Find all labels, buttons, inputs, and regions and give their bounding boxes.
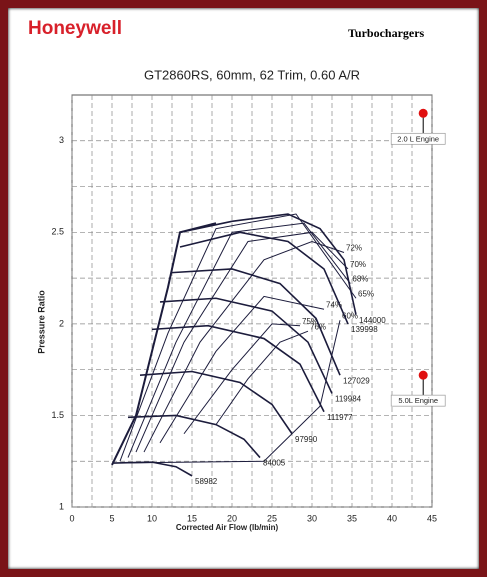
x-tick-label: 20	[227, 513, 237, 523]
efficiency-label: 75%	[302, 317, 318, 326]
chart-title: GT2860RS, 60mm, 62 Trim, 0.60 A/R	[144, 67, 360, 82]
efficiency-line	[135, 231, 349, 453]
efficiency-line	[183, 323, 301, 435]
x-axis-label: Corrected Air Flow (lb/min)	[176, 523, 279, 532]
surge-line	[111, 222, 217, 466]
speed-line	[179, 213, 357, 315]
speed-label: 58982	[195, 477, 218, 486]
x-tick-label: 25	[267, 513, 277, 523]
x-tick-label: 45	[427, 513, 437, 523]
x-tick-label: 35	[347, 513, 357, 523]
x-tick-label: 40	[387, 513, 397, 523]
speed-label: 97990	[295, 435, 318, 444]
efficiency-label: 65%	[358, 289, 374, 298]
speed-line	[151, 324, 325, 413]
y-tick-label: 1.5	[51, 410, 64, 420]
speed-label: 139998	[351, 325, 378, 334]
efficiency-label: 68%	[352, 275, 368, 284]
x-tick-label: 5	[109, 513, 114, 523]
x-tick-label: 15	[187, 513, 197, 523]
speed-label: 127029	[343, 376, 370, 385]
speed-line	[179, 231, 349, 325]
engine-label: 2.0 L Engine	[397, 134, 439, 143]
speed-label: 111977	[327, 413, 353, 422]
speed-label: 144000	[359, 316, 386, 325]
efficiency-line	[127, 222, 351, 458]
speed-line	[139, 370, 293, 435]
efficiency-line	[215, 330, 309, 425]
speed-line	[113, 461, 193, 477]
y-tick-label: 3	[59, 135, 64, 145]
y-tick-label: 2	[59, 318, 64, 328]
section-title: Turbochargers	[348, 26, 425, 40]
x-tick-label: 30	[307, 513, 317, 523]
y-tick-label: 1	[59, 501, 64, 511]
x-tick-label: 0	[69, 513, 74, 523]
speed-line	[127, 414, 261, 459]
efficiency-label: 74%	[326, 300, 342, 309]
speed-line	[159, 297, 333, 394]
speed-label: 119984	[335, 395, 362, 404]
engine-point	[418, 108, 428, 118]
efficiency-line	[159, 295, 325, 444]
efficiency-label: 76%	[310, 322, 326, 331]
efficiency-line	[143, 240, 345, 453]
speed-line	[171, 268, 341, 376]
x-tick-label: 10	[147, 513, 157, 523]
efficiency-label: 70%	[350, 260, 366, 269]
engine-box	[390, 394, 446, 407]
speed-label: 84005	[263, 459, 286, 468]
y-tick-label: 2.5	[51, 227, 64, 237]
engine-point	[418, 370, 428, 380]
y-axis-label: Pressure Ratio	[36, 290, 46, 354]
efficiency-label: 72%	[346, 244, 362, 253]
brand: Honeywell	[28, 18, 122, 39]
engine-label: 5.0L Engine	[398, 396, 438, 405]
engine-box	[390, 132, 446, 145]
efficiency-line	[119, 213, 357, 462]
efficiency-label: 60%	[342, 311, 358, 320]
